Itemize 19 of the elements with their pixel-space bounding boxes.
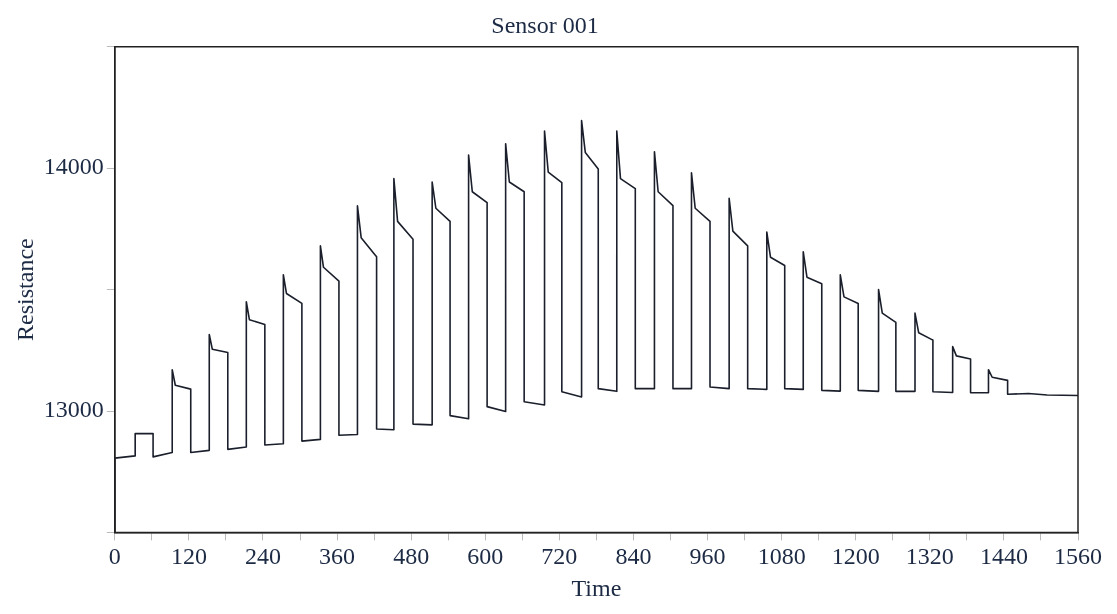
x-tick-label: 480: [393, 543, 430, 570]
x-tick-label: 120: [170, 543, 207, 570]
y-axis-title: Resistance: [11, 238, 38, 341]
y-tick-label: 14000: [43, 153, 104, 180]
x-tick-label: 0: [108, 543, 121, 570]
x-tick-label: 1320: [905, 543, 954, 570]
x-tick-label: 360: [319, 543, 356, 570]
x-tick-label: 720: [541, 543, 578, 570]
x-tick-label: 1440: [979, 543, 1028, 570]
x-tick-label: 240: [244, 543, 281, 570]
x-axis-title: Time: [571, 574, 622, 601]
chart-title: Sensor 001: [491, 11, 599, 38]
x-tick-label: 1200: [831, 543, 880, 570]
x-tick-label: 1080: [757, 543, 806, 570]
x-tick-label: 1560: [1054, 543, 1102, 570]
y-tick-label: 13000: [43, 396, 104, 423]
x-tick-label: 840: [615, 543, 652, 570]
x-tick-label: 960: [689, 543, 726, 570]
x-tick-label: 600: [467, 543, 504, 570]
